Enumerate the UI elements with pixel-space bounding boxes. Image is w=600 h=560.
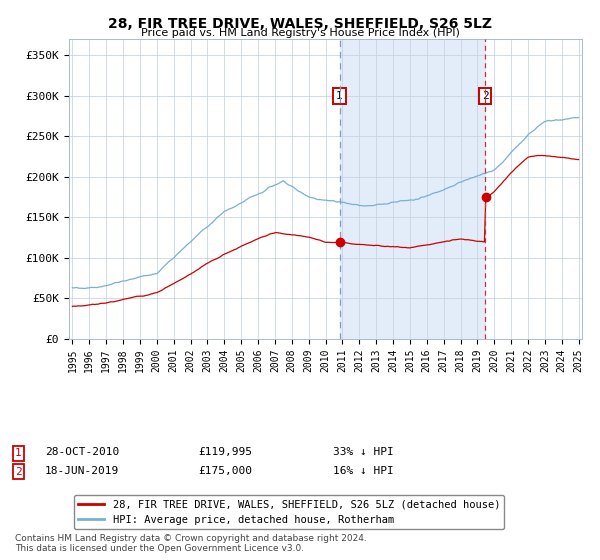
Text: £175,000: £175,000	[198, 466, 252, 476]
Text: 2: 2	[482, 91, 488, 101]
Text: 2: 2	[15, 467, 22, 477]
Text: £119,995: £119,995	[198, 447, 252, 458]
Legend: 28, FIR TREE DRIVE, WALES, SHEFFIELD, S26 5LZ (detached house), HPI: Average pri: 28, FIR TREE DRIVE, WALES, SHEFFIELD, S2…	[74, 495, 505, 529]
Text: Contains HM Land Registry data © Crown copyright and database right 2024.
This d: Contains HM Land Registry data © Crown c…	[15, 534, 367, 553]
Text: 33% ↓ HPI: 33% ↓ HPI	[333, 447, 394, 458]
Text: 1: 1	[336, 91, 343, 101]
Text: 1: 1	[15, 449, 22, 459]
Text: 16% ↓ HPI: 16% ↓ HPI	[333, 466, 394, 476]
Bar	[340, 39, 485, 339]
Bar	[562, 39, 587, 339]
Text: 28, FIR TREE DRIVE, WALES, SHEFFIELD, S26 5LZ: 28, FIR TREE DRIVE, WALES, SHEFFIELD, S2…	[108, 17, 492, 31]
Text: Price paid vs. HM Land Registry's House Price Index (HPI): Price paid vs. HM Land Registry's House …	[140, 28, 460, 38]
Text: 28-OCT-2010: 28-OCT-2010	[45, 447, 119, 458]
Text: 18-JUN-2019: 18-JUN-2019	[45, 466, 119, 476]
